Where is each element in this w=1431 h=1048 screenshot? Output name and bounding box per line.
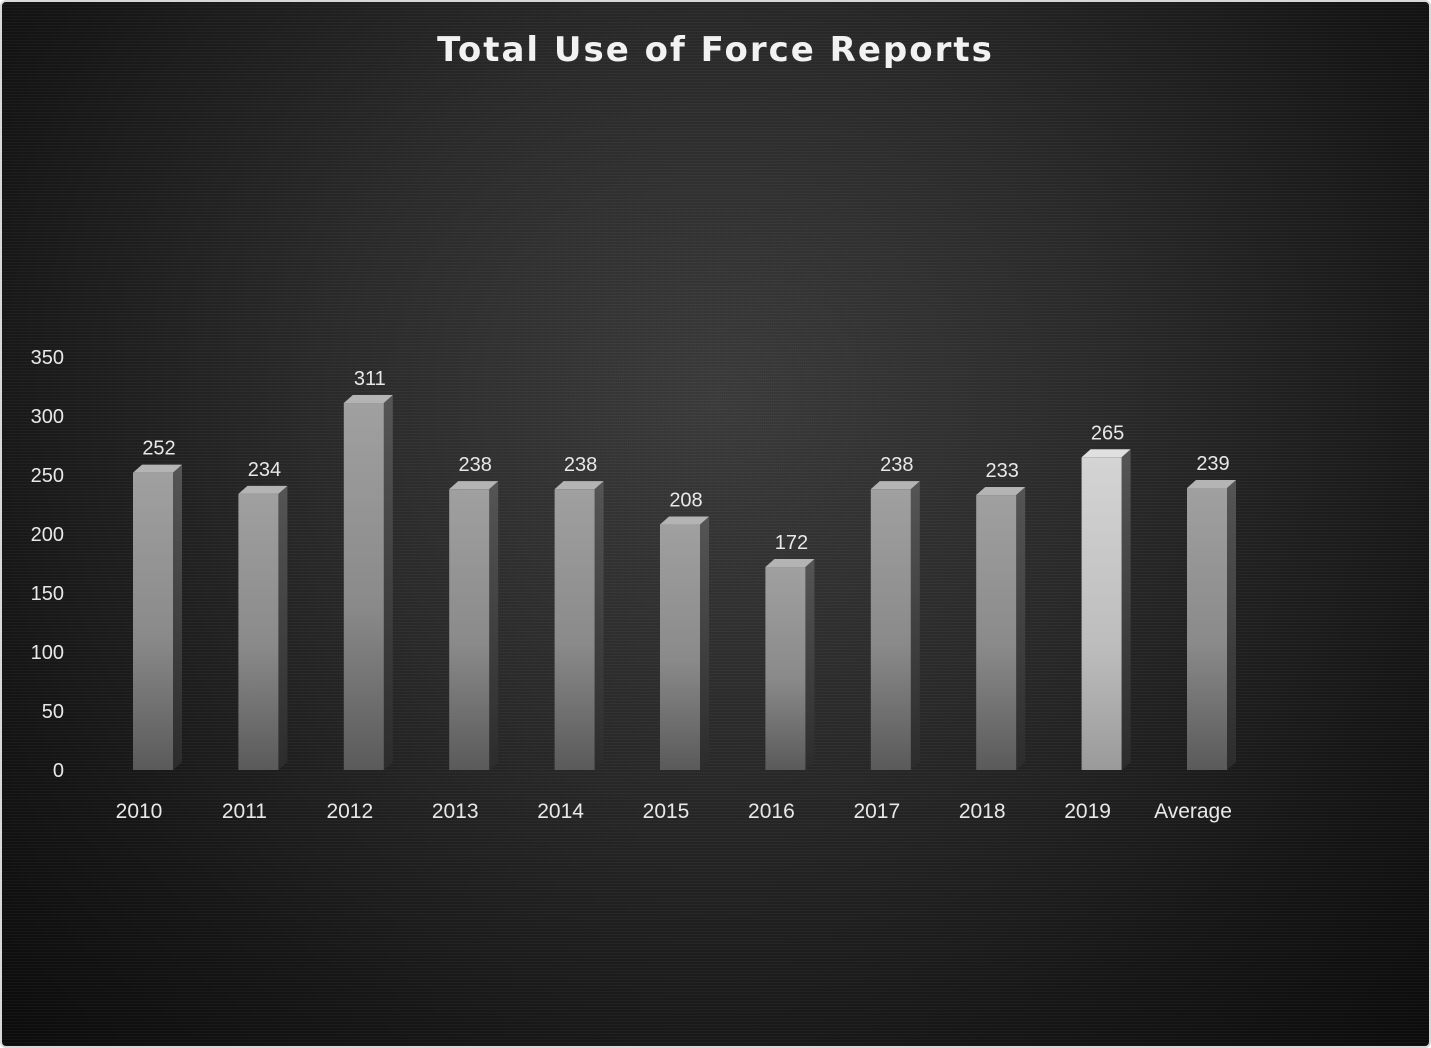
bar-side [805,559,815,770]
bar-side [1121,449,1131,770]
bar-side [489,481,499,770]
y-tick-label: 350 [31,347,64,369]
bar-front [660,524,700,770]
bar-front [554,489,595,770]
data-label: 265 [1091,422,1124,444]
bar-front [765,567,806,770]
bar-top [238,485,288,494]
bar [554,481,604,770]
data-label: 311 [354,368,386,390]
bar-side [1016,487,1026,770]
x-tick-label: 2013 [432,800,479,823]
data-label: 234 [248,459,281,481]
bar-top [1187,479,1236,488]
data-label: 238 [564,454,597,476]
bar [1081,449,1131,770]
y-tick-label: 100 [31,642,64,664]
bar-side [594,481,604,770]
bar-front [1187,487,1227,770]
bar-side [173,464,182,770]
x-tick-label: 2018 [959,800,1006,823]
bar-top [343,395,393,404]
data-label: 239 [1196,453,1229,475]
bar [133,464,182,770]
bar-top [976,487,1026,496]
bar-front [238,493,279,770]
bar-top [660,516,709,525]
bar-top [765,559,815,568]
y-tick-label: 150 [31,583,64,605]
bar-side [910,481,920,770]
bar-front [976,495,1017,770]
bar-series: 252 234 311 238 238 208 172 238 233 265 239 [133,368,1236,770]
bar-front [449,489,490,770]
y-tick-label: 300 [31,406,64,428]
x-axis: 2010 2011 2012 2013 2014 2015 2016 2017 2018 2019… [116,800,1232,823]
bar [976,487,1026,770]
data-label: 238 [459,454,492,476]
bar-front [343,403,384,770]
y-axis: 0 50 100 150 200 250 300 350 [31,347,64,782]
bar [343,395,393,770]
x-tick-label: 2010 [116,800,163,823]
bar-front [870,489,911,770]
bar-top [554,481,604,490]
y-tick-label: 50 [42,701,64,723]
data-label: 238 [880,454,913,476]
bar-side [278,485,288,770]
data-label: 233 [986,460,1019,482]
data-label: 172 [775,532,808,554]
bar-side [383,395,393,770]
bar-top [133,464,182,473]
bar [660,516,709,770]
y-tick-label: 0 [53,760,64,782]
bar [870,481,920,770]
x-tick-label: Average [1154,800,1232,823]
bar-side [700,516,709,770]
bar [238,485,288,770]
x-tick-label: 2019 [1064,800,1111,823]
data-label: 208 [669,490,702,512]
bar [765,559,815,770]
bar-side [1227,479,1236,770]
y-tick-label: 200 [31,524,64,546]
y-tick-label: 250 [31,465,64,487]
x-tick-label: 2014 [537,800,584,823]
bar [449,481,499,770]
bar-top [449,481,499,490]
bar [1187,479,1236,770]
chart-title: Total Use of Force Reports [437,30,994,70]
x-tick-label: 2016 [748,800,795,823]
x-tick-label: 2012 [326,800,373,823]
data-label: 252 [142,438,175,460]
bar-top [1081,449,1131,458]
bar-top [870,481,920,490]
x-tick-label: 2017 [853,800,900,823]
x-tick-label: 2011 [222,800,267,823]
x-tick-label: 2015 [643,800,690,823]
bar-front [1081,457,1122,770]
bar-front [133,472,173,770]
